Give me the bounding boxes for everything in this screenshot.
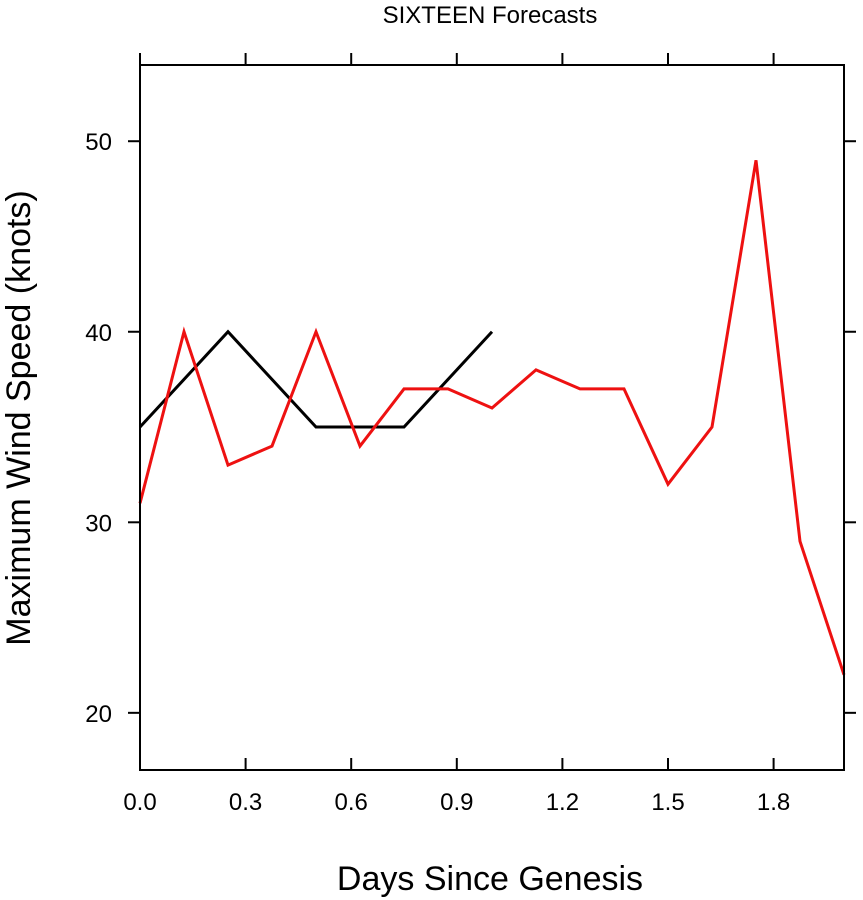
x-axis-label: Days Since Genesis [337,860,643,898]
series-layer [138,160,846,676]
plot-frame [139,64,845,771]
y-tick-label: 50 [85,129,112,156]
series-line-2 [138,160,846,676]
ticks-layer: 0.0 0.3 0.6 0.9 1.2 1.5 1.8 20 30 40 50 [85,53,856,816]
x-tick-label: 0.6 [335,789,368,816]
x-tick-label: 0.9 [440,789,473,816]
y-axis-label: Maximum Wind Speed (knots) [0,190,38,645]
y-tick-label: 30 [85,510,112,537]
y-tick-label: 20 [85,701,112,728]
x-tick-label: 0.0 [123,789,156,816]
x-tick-label: 1.8 [757,789,790,816]
series-line-1 [138,329,494,429]
chart-title: SIXTEEN Forecasts [383,2,598,29]
x-tick-label: 0.3 [229,789,262,816]
x-tick-label: 1.2 [546,789,579,816]
y-tick-label: 40 [85,320,112,347]
x-tick-label: 1.5 [651,789,684,816]
